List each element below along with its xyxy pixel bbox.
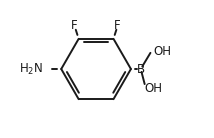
Text: B: B (137, 63, 145, 75)
Text: OH: OH (154, 45, 172, 58)
Text: OH: OH (145, 82, 163, 95)
Text: H$_2$N: H$_2$N (19, 61, 43, 77)
Text: F: F (114, 19, 121, 32)
Text: F: F (71, 19, 78, 32)
